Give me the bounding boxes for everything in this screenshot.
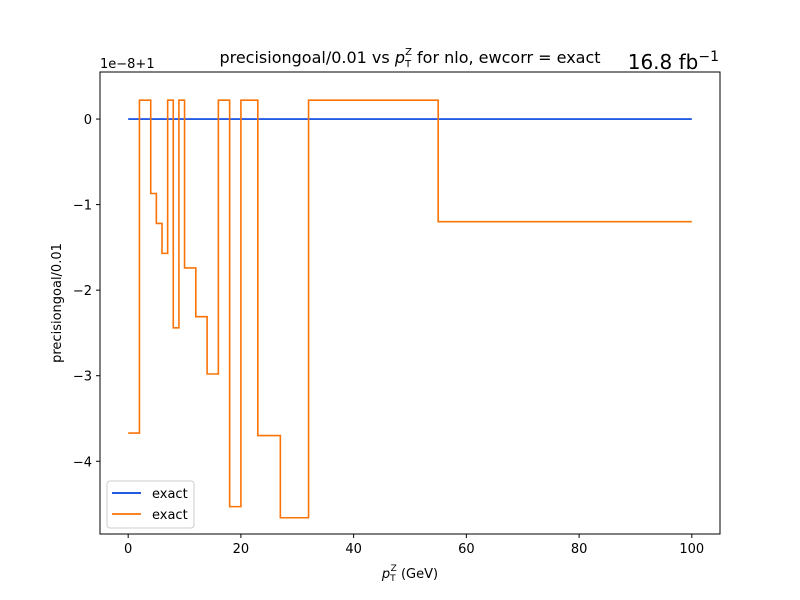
y-axis: 0 −1 −2 −3 −4 xyxy=(73,113,100,470)
lumi-sup: −1 xyxy=(698,49,719,65)
xlabel-sub: T xyxy=(389,574,396,584)
x-axis: 0 20 40 60 80 100 xyxy=(124,534,704,557)
series-layer xyxy=(128,99,692,519)
y-tick-label: −1 xyxy=(73,199,92,214)
x-tick-label: 100 xyxy=(679,542,704,557)
x-tick-label: 80 xyxy=(571,542,588,557)
title-main: precisiongoal/0.01 vs xyxy=(219,48,394,67)
x-tick-label: 60 xyxy=(458,542,475,557)
axes-background xyxy=(100,72,720,534)
x-tick-label: 20 xyxy=(233,542,250,557)
legend-label-1: exact xyxy=(152,487,188,502)
y-tick-label: −4 xyxy=(73,455,92,470)
title-sup: Z xyxy=(405,47,412,58)
y-axis-title: precisiongoal/0.01 xyxy=(50,243,65,363)
y-tick-label: 0 xyxy=(84,113,92,128)
xlabel-sup: Z xyxy=(391,564,397,574)
legend: exact exact xyxy=(106,480,195,529)
xlabel-unit: (GeV) xyxy=(397,567,438,582)
x-tick-label: 40 xyxy=(345,542,362,557)
xlabel-var: p xyxy=(381,567,390,582)
luminosity-label: 16.8 fb−1 xyxy=(628,49,719,74)
chart-title: precisiongoal/0.01 vs pTZ for nlo, ewcor… xyxy=(219,47,600,70)
series-line-2 xyxy=(128,99,692,519)
x-axis-title: pTZ (GeV) xyxy=(381,564,438,584)
lumi-main: 16.8 fb xyxy=(628,50,699,74)
axes-frame xyxy=(99,71,721,535)
title-rest: for nlo, ewcorr = exact xyxy=(412,48,601,67)
legend-label-2: exact xyxy=(152,508,188,523)
y-offset-label: 1e−8+1 xyxy=(100,57,155,72)
plot-area xyxy=(99,71,721,535)
title-sub: T xyxy=(404,59,412,70)
x-tick-label: 0 xyxy=(124,542,132,557)
y-tick-label: −2 xyxy=(73,284,92,299)
title-var: p xyxy=(394,48,405,67)
y-tick-label: −3 xyxy=(73,370,92,385)
